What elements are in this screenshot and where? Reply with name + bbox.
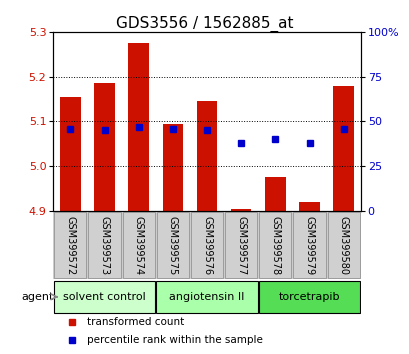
Bar [293,212,325,278]
Text: GSM399574: GSM399574 [133,216,144,275]
Text: GSM399578: GSM399578 [270,216,280,275]
Bar [157,212,189,278]
Text: agent: agent [21,292,53,302]
Bar [299,202,319,211]
Bar [60,97,81,211]
Bar [258,281,359,313]
Bar [94,83,115,211]
Bar [327,212,359,278]
Text: GSM399572: GSM399572 [65,216,75,275]
Bar [122,212,154,278]
Bar [258,212,291,278]
Text: torcetrapib: torcetrapib [278,292,339,302]
Text: GDS3556 / 1562885_at: GDS3556 / 1562885_at [116,16,293,32]
Bar [230,209,251,211]
Text: GSM399573: GSM399573 [99,216,109,275]
Bar [333,86,353,211]
Text: GSM399575: GSM399575 [167,216,178,275]
Bar [225,212,257,278]
Bar [54,281,155,313]
Text: solvent control: solvent control [63,292,146,302]
Bar [88,212,120,278]
Text: GSM399580: GSM399580 [338,216,348,275]
Text: GSM399576: GSM399576 [202,216,211,275]
Bar [196,101,217,211]
Bar [156,281,257,313]
Text: GSM399579: GSM399579 [304,216,314,275]
Text: percentile rank within the sample: percentile rank within the sample [87,335,262,345]
Bar [265,177,285,211]
Bar [191,212,222,278]
Text: angiotensin II: angiotensin II [169,292,244,302]
Text: transformed count: transformed count [87,317,184,327]
Text: GSM399577: GSM399577 [236,216,246,275]
Bar [128,43,148,211]
Bar [162,124,183,211]
Bar [54,212,86,278]
